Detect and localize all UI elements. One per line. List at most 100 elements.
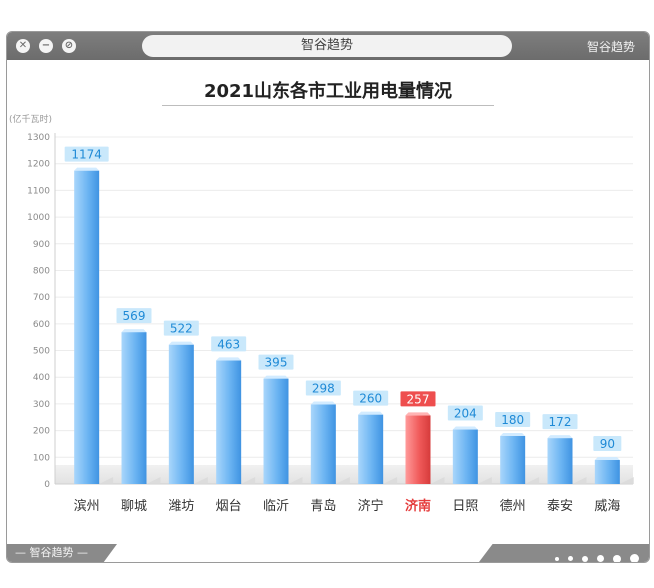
bar [547, 438, 573, 484]
bar-top [452, 426, 478, 430]
x-tick-label: 济宁 [358, 498, 384, 514]
bar [452, 429, 478, 484]
bar [263, 378, 289, 484]
bar-top [547, 435, 573, 439]
y-tick-label: 1200 [27, 160, 50, 170]
y-tick-label: 1300 [27, 133, 50, 143]
bar [121, 332, 147, 484]
pager-dot[interactable] [596, 555, 604, 562]
bar [216, 360, 242, 484]
data-label-bg [593, 435, 622, 451]
minimize-icon[interactable]: − [39, 39, 53, 53]
chart-title: 2021山东各市工业用电量情况 [203, 81, 453, 102]
data-label-bg [542, 414, 578, 430]
pager-dot[interactable] [630, 554, 639, 562]
pager-dot[interactable] [567, 556, 573, 561]
x-tick-label: 青岛 [310, 498, 336, 514]
bar-top [405, 412, 431, 416]
y-tick-label: 300 [33, 400, 50, 410]
y-tick-label: 100 [33, 453, 50, 463]
pager-dots [551, 548, 639, 562]
data-label: 180 [501, 413, 524, 427]
brand-logo-bottom: 智谷趋势 [29, 546, 74, 559]
x-tick-label: 滨州 [74, 498, 100, 514]
brand-logo-top: 智谷趋势 [586, 40, 635, 54]
x-tick-label: 泰安 [547, 499, 573, 514]
y-tick-label: 600 [33, 320, 50, 330]
bar-top [216, 357, 242, 361]
bar-shadow [288, 477, 303, 484]
data-label: 172 [549, 415, 572, 429]
bar-shadow [383, 477, 398, 484]
bar-shadow [477, 477, 492, 484]
pager-dot[interactable] [581, 555, 588, 562]
y-tick-label: 700 [33, 293, 50, 303]
data-label: 463 [217, 337, 240, 351]
y-tick-label: 800 [33, 266, 50, 276]
y-axis-unit: (亿千瓦时) [9, 113, 52, 125]
data-label: 260 [359, 392, 382, 406]
data-label: 569 [123, 309, 146, 323]
pager-dot[interactable] [554, 556, 559, 561]
data-label: 1174 [71, 148, 102, 162]
pager-dot[interactable] [612, 554, 621, 562]
bar [594, 459, 620, 484]
bar [168, 344, 194, 484]
data-label-bg [258, 354, 294, 370]
bar [358, 414, 384, 484]
y-tick-label: 200 [33, 427, 50, 437]
bar-shadow [146, 477, 161, 484]
data-label: 522 [170, 322, 193, 336]
data-label-bg [495, 411, 531, 427]
bottom-bar: — 智谷趋势 — [7, 544, 649, 562]
bar [405, 415, 431, 484]
bar-shadow [572, 477, 587, 484]
data-label-bg [400, 391, 436, 407]
bar-top [168, 341, 194, 345]
y-tick-label: 500 [33, 347, 50, 357]
y-tick-label: 900 [33, 240, 50, 250]
bar-top [121, 329, 147, 333]
close-icon[interactable]: ✕ [16, 39, 30, 53]
bar-top [500, 432, 526, 436]
title-divider [162, 105, 494, 106]
bar-shadow [619, 477, 634, 484]
x-tick-label: 德州 [500, 499, 526, 514]
x-tick-label: 日照 [452, 499, 478, 514]
data-label-bg [305, 380, 341, 396]
data-label: 204 [454, 407, 477, 421]
x-tick-label: 济南 [405, 498, 431, 514]
x-tick-label: 威海 [594, 499, 620, 514]
bar-chart: (亿千瓦时) 0 100 200 300 400 500 600 700 800 900 1000 1… [9, 113, 634, 514]
x-tick-label: 聊城 [121, 499, 147, 514]
bar [500, 435, 526, 484]
data-label-bg [447, 405, 483, 421]
data-label: 298 [312, 381, 335, 395]
y-tick-label: 1000 [27, 213, 50, 223]
page-indicator [479, 544, 649, 562]
bar-top [310, 401, 336, 405]
bar-top [358, 411, 384, 415]
y-tick-label: 400 [33, 373, 50, 383]
bar-shadow [335, 477, 350, 484]
bar-shadow [99, 477, 114, 484]
x-tick-label: 临沂 [263, 499, 289, 514]
app-window: ✕ − ⊘ 智谷趋势 智谷趋势 2021山东各市工业用电量情况 (亿千瓦时) [6, 31, 650, 563]
block-icon[interactable]: ⊘ [62, 39, 76, 53]
bar-shadow [430, 477, 445, 484]
data-label-bg [211, 336, 247, 352]
data-label-bg [64, 146, 109, 162]
x-tick-label: 潍坊 [168, 499, 194, 514]
data-label-bg [353, 390, 389, 406]
data-label: 395 [265, 356, 288, 370]
data-label: 90 [600, 437, 615, 451]
brand-tab: — 智谷趋势 — [7, 544, 117, 562]
title-bar: ✕ − ⊘ 智谷趋势 智谷趋势 [7, 32, 649, 60]
bar [310, 404, 336, 484]
bar-shadow [193, 477, 208, 484]
data-label-bg [163, 320, 199, 336]
bar-shadow [525, 477, 540, 484]
y-tick-label: 1100 [27, 186, 50, 196]
data-label-bg [116, 308, 152, 324]
address-bar[interactable]: 智谷趋势 [142, 35, 512, 57]
